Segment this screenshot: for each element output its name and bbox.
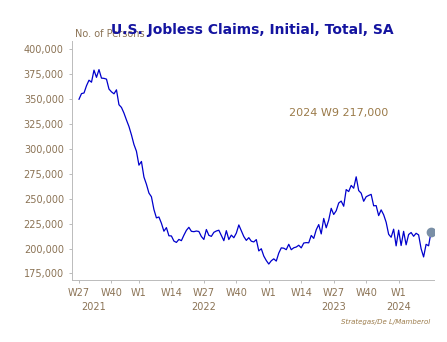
Text: No. of Persons: No. of Persons	[75, 29, 145, 39]
Text: 2021: 2021	[82, 302, 106, 312]
Text: 2024: 2024	[386, 302, 411, 312]
Text: 2023: 2023	[321, 302, 346, 312]
Title: U.S. Jobless Claims, Initial, Total, SA: U.S. Jobless Claims, Initial, Total, SA	[111, 23, 394, 37]
Text: Strategas/De L/Mamberol: Strategas/De L/Mamberol	[341, 319, 430, 325]
Text: 2024 W9 217,000: 2024 W9 217,000	[289, 108, 388, 118]
Text: 2022: 2022	[191, 302, 216, 312]
